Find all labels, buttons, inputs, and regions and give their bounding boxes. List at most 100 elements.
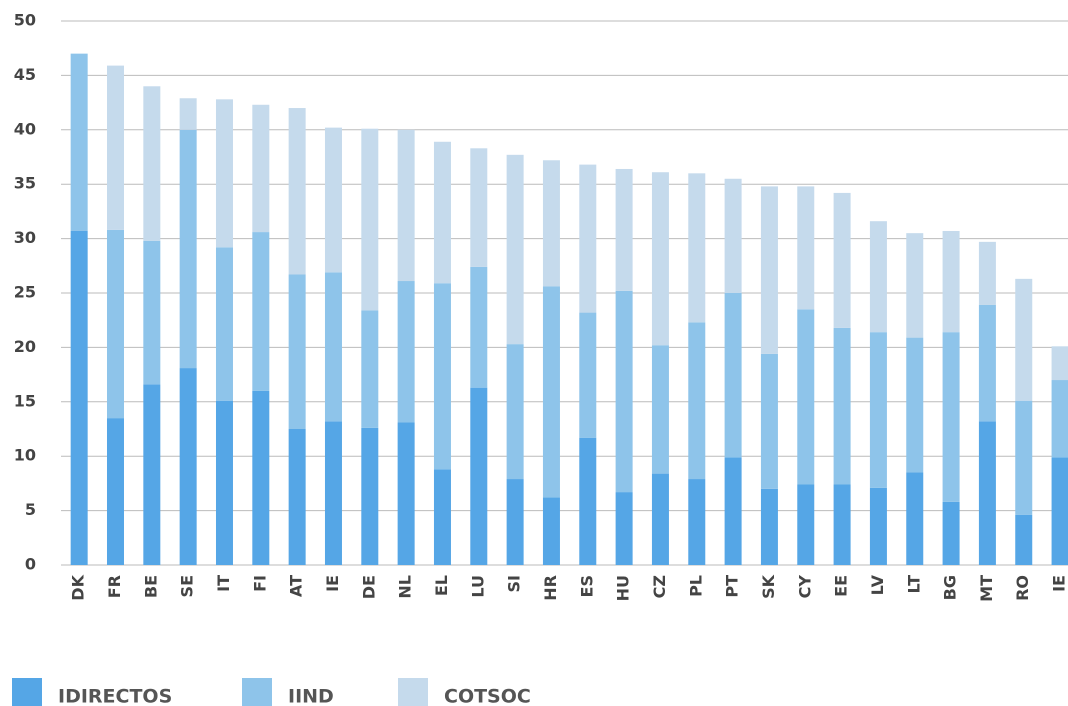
- bar-segment: [470, 148, 488, 267]
- x-tick-label: EE: [832, 575, 851, 597]
- bar-segment: [470, 266, 488, 388]
- legend-label: IIND: [288, 686, 334, 706]
- bar-segment: [1015, 514, 1033, 565]
- bar-segment: [651, 345, 669, 474]
- bar-segment: [397, 422, 415, 565]
- bar-segment: [433, 283, 451, 470]
- bar-segment: [942, 501, 960, 565]
- bar-segment: [324, 272, 342, 422]
- bar-segment: [470, 387, 488, 565]
- x-tick-label: HR: [541, 575, 560, 601]
- bar-segment: [651, 172, 669, 346]
- bar-segment: [724, 178, 742, 293]
- bar-segment: [106, 229, 124, 419]
- x-tick-label: IE: [1050, 575, 1068, 592]
- x-tick-label: BG: [941, 575, 960, 600]
- bar-segment: [579, 312, 597, 438]
- bar-segment: [542, 160, 560, 287]
- bar-segment: [542, 497, 560, 565]
- bar-segment: [252, 232, 270, 391]
- bar-segment: [179, 129, 197, 369]
- bar-segment: [942, 332, 960, 502]
- bar-segment: [797, 309, 815, 485]
- legend-swatch: [12, 678, 42, 706]
- bar-segment: [978, 421, 996, 565]
- y-tick-label: 20: [14, 337, 36, 356]
- bar-segment: [978, 241, 996, 305]
- legend-swatch: [242, 678, 272, 706]
- x-tick-label: SE: [178, 575, 197, 597]
- y-tick-label: 50: [14, 11, 36, 30]
- bar-segment: [978, 304, 996, 422]
- bar-segment: [797, 186, 815, 310]
- x-tick-label: BE: [141, 575, 160, 598]
- bar-segment: [688, 322, 706, 480]
- legend: IDIRECTOS IIND COTSOC: [12, 678, 531, 706]
- x-tick-label: FR: [105, 575, 124, 598]
- y-tick-label: 5: [25, 500, 36, 519]
- bar-segment: [506, 479, 524, 565]
- bar-segment: [615, 492, 633, 565]
- x-tick-label: LV: [868, 574, 887, 595]
- bar-segment: [397, 281, 415, 423]
- bar-segment: [215, 99, 233, 248]
- bar-segment: [906, 233, 924, 338]
- bar-segment: [942, 230, 960, 333]
- bar-segment: [288, 274, 306, 429]
- x-tick-label: IT: [214, 575, 233, 592]
- bar-segment: [579, 164, 597, 313]
- bar-segment: [724, 293, 742, 458]
- x-tick-label: HU: [614, 575, 633, 601]
- bar-segment: [70, 53, 88, 231]
- x-tick-label: MT: [977, 575, 996, 602]
- bar-segment: [869, 487, 887, 565]
- bar-segment: [1015, 400, 1033, 515]
- x-tick-label: PL: [686, 575, 705, 597]
- y-tick-label: 10: [14, 446, 36, 465]
- x-tick-label: LT: [904, 575, 923, 594]
- bar-segment: [179, 368, 197, 565]
- bar-segment: [688, 173, 706, 323]
- bar-segment: [760, 353, 778, 489]
- x-tick-label: RO: [1013, 575, 1032, 601]
- x-tick-label: FI: [250, 575, 269, 592]
- bar-segment: [506, 154, 524, 345]
- bar-segment: [833, 192, 851, 328]
- x-tick-label: SI: [505, 575, 524, 592]
- bar-segment: [106, 65, 124, 230]
- bar-segment: [361, 310, 379, 428]
- x-tick-label: SK: [759, 574, 778, 599]
- bar-segment: [143, 240, 161, 385]
- y-tick-label: 15: [14, 391, 36, 410]
- x-tick-label: PT: [723, 575, 742, 598]
- bar-segment: [869, 221, 887, 333]
- bar-segment: [252, 104, 270, 233]
- bar-segment: [215, 400, 233, 565]
- bar-segment: [1051, 457, 1068, 565]
- bar-segment: [1051, 346, 1068, 381]
- legend-label: COTSOC: [444, 686, 531, 706]
- bar-segment: [869, 332, 887, 488]
- bar-segment: [1015, 278, 1033, 401]
- y-tick-label: 40: [14, 119, 36, 138]
- x-tick-label: ES: [577, 575, 596, 597]
- x-tick-label: LU: [468, 575, 487, 598]
- bar-segment: [906, 337, 924, 473]
- y-tick-label: 0: [25, 555, 36, 574]
- bar-segment: [288, 429, 306, 565]
- bar-segment: [651, 473, 669, 565]
- bar-segment: [433, 469, 451, 565]
- bar-segment: [143, 86, 161, 241]
- bar-segment: [833, 484, 851, 565]
- bar-segment: [106, 418, 124, 565]
- bar-segment: [1051, 380, 1068, 458]
- bar-segment: [70, 230, 88, 565]
- y-tick-label: 35: [14, 174, 36, 193]
- bar-segment: [361, 128, 379, 311]
- bar-segment: [397, 129, 415, 282]
- legend-swatch: [398, 678, 428, 706]
- y-tick-label: 45: [14, 65, 36, 84]
- bar-segment: [906, 472, 924, 565]
- bar-segment: [252, 390, 270, 565]
